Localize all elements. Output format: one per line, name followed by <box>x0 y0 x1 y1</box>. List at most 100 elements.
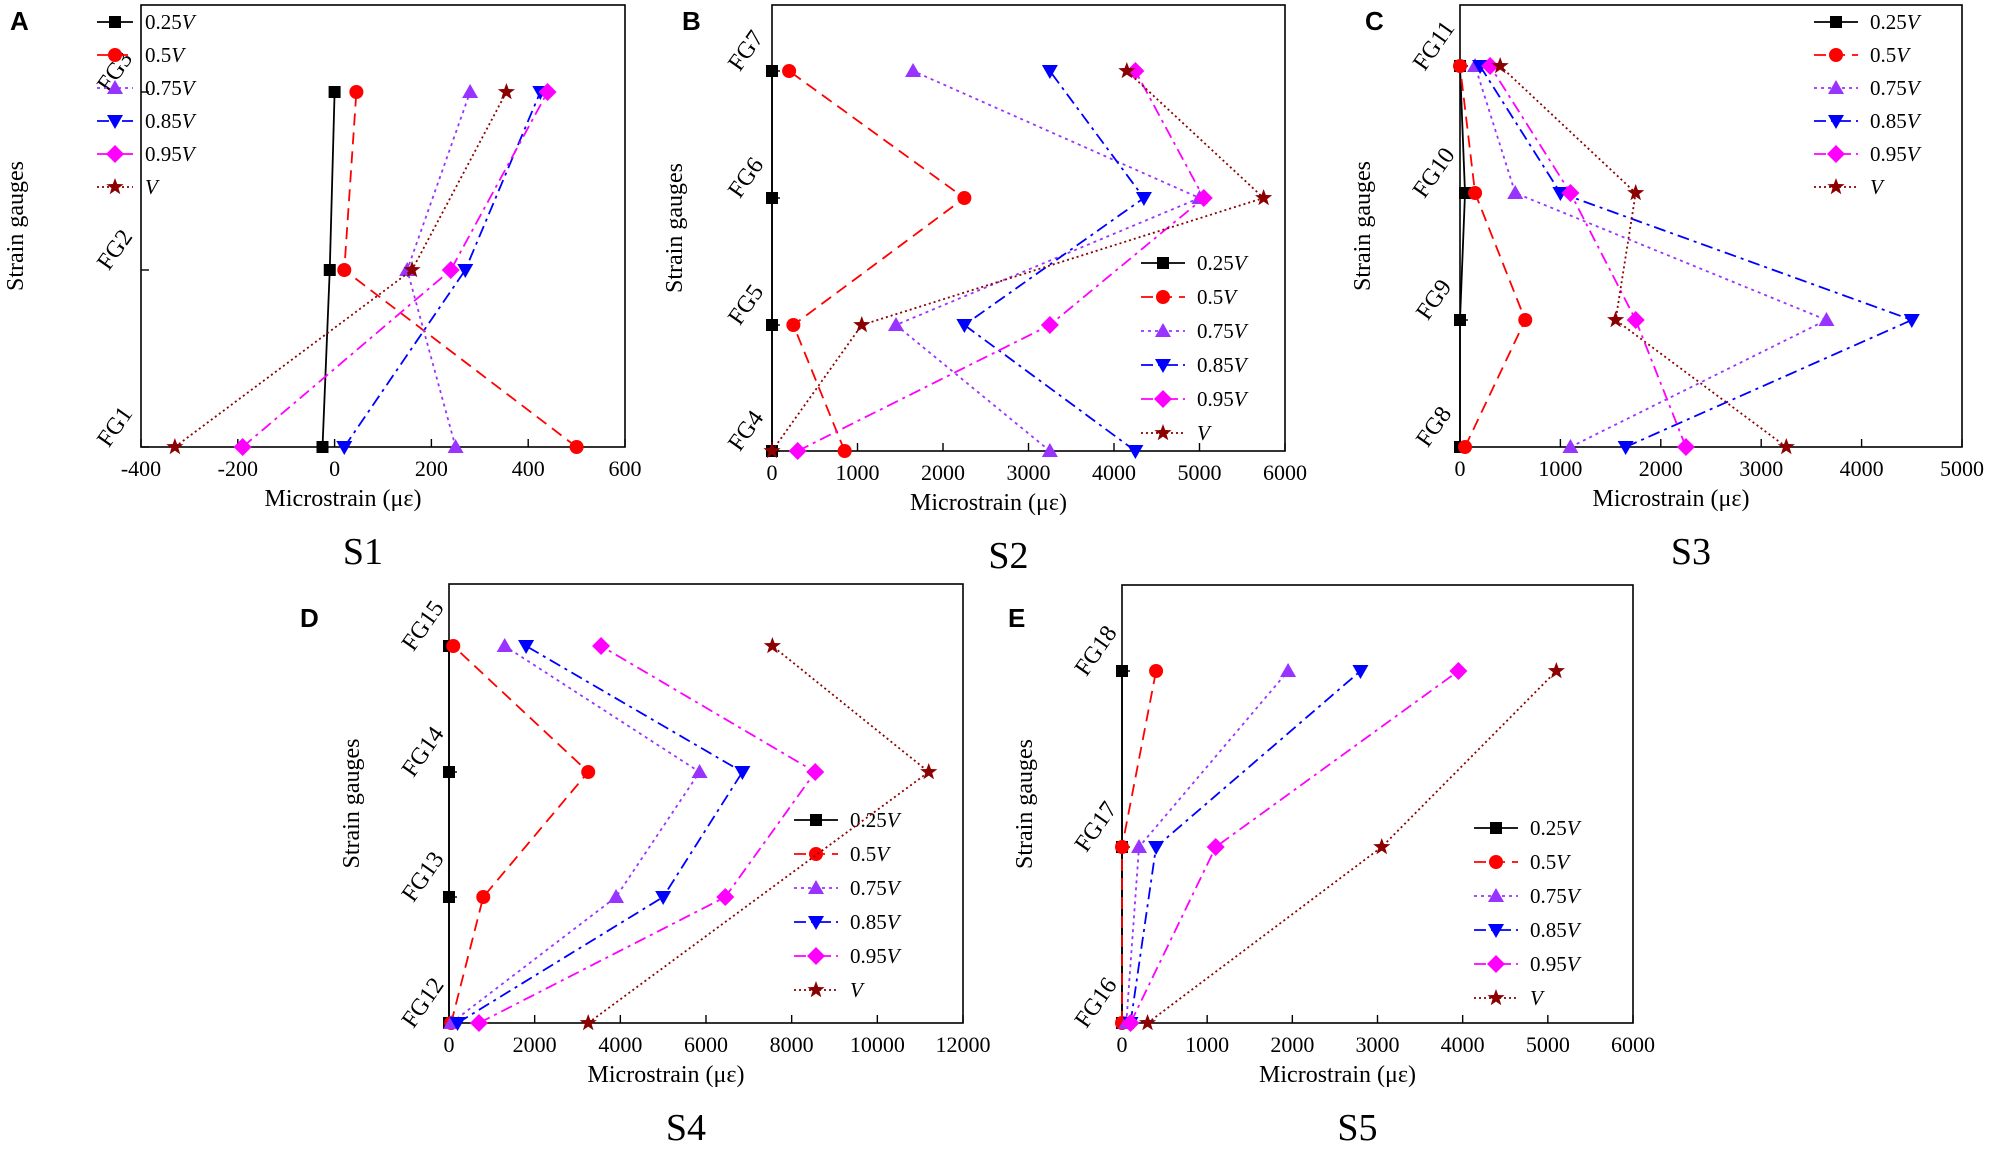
data-point <box>581 765 596 779</box>
x-axis-title: Microstrain (με) <box>910 490 1067 516</box>
series-0.25V <box>766 65 778 457</box>
legend-item: 0.25V <box>1141 251 1249 275</box>
data-point <box>446 639 461 653</box>
legend-label: 0.25V <box>1530 816 1582 840</box>
x-tick-label: 2000 <box>921 460 965 485</box>
data-point <box>457 264 474 278</box>
legend-v: V <box>1907 142 1922 166</box>
data-point <box>1040 316 1059 334</box>
legend-label: 0.95V <box>1530 952 1582 976</box>
data-point <box>1547 662 1565 679</box>
legend-label: 0.95V <box>145 142 197 166</box>
x-tick-label: 5000 <box>1178 460 1222 485</box>
legend-v: V <box>1896 43 1911 67</box>
series-V <box>763 62 1273 459</box>
data-point <box>349 85 364 99</box>
legend-label: 0.75V <box>1870 76 1922 100</box>
legend-v: V <box>1870 175 1885 199</box>
legend-v: V <box>182 10 197 34</box>
gauge-label: FG12 <box>397 973 450 1033</box>
legend-v: V <box>1197 421 1212 445</box>
series-0.75V <box>443 638 708 1029</box>
data-point <box>441 261 460 279</box>
series-line <box>1129 670 1362 1024</box>
x-tick-label: 2000 <box>1639 456 1683 481</box>
legend-marker <box>807 981 825 998</box>
legend-label: 0.95V <box>1870 142 1922 166</box>
panel-letter: D <box>300 603 319 633</box>
x-tick-label: 0 <box>1117 1032 1128 1057</box>
data-point <box>469 1014 488 1032</box>
legend-marker <box>1155 359 1171 373</box>
legend-coef: 0.85 <box>850 910 887 934</box>
legend-v: V <box>1223 285 1238 309</box>
legend-item: 0.95V <box>1814 142 1922 166</box>
legend-label: V <box>1870 175 1885 199</box>
legend-label: 0.25V <box>1870 10 1922 34</box>
data-point <box>443 766 455 778</box>
x-tick-label: 10000 <box>850 1032 905 1057</box>
legend-label: 0.75V <box>145 76 197 100</box>
series-line <box>1489 65 1687 448</box>
data-point <box>1458 440 1473 454</box>
data-point <box>1138 1014 1157 1031</box>
x-tick-label: -200 <box>218 456 258 481</box>
legend-item: 0.5V <box>97 43 186 67</box>
legend-coef: 0.5 <box>850 842 876 866</box>
data-point <box>569 440 584 454</box>
legend-coef: 0.75 <box>145 76 182 100</box>
legend-coef: 0.95 <box>1870 142 1907 166</box>
legend-coef: 0.85 <box>1197 353 1234 377</box>
data-point <box>608 889 625 903</box>
legend-coef: 0.5 <box>1197 285 1223 309</box>
panel-caption: S5 <box>1337 1107 1377 1149</box>
x-tick-label: 0 <box>329 456 340 481</box>
series-0.95V <box>469 637 825 1032</box>
y-axis-title: Strain gauges <box>1012 739 1038 869</box>
data-point <box>443 891 455 903</box>
legend-coef: 0.25 <box>1197 251 1234 275</box>
legend-item: 0.25V <box>1474 816 1582 840</box>
x-tick-label: 400 <box>512 456 545 481</box>
series-line <box>478 645 817 1024</box>
data-point <box>1818 312 1835 326</box>
legend-coef: 0.85 <box>145 109 182 133</box>
legend-marker <box>1828 115 1844 129</box>
data-point <box>579 1014 597 1031</box>
legend-v: V <box>1907 10 1922 34</box>
legend-marker <box>1156 290 1170 304</box>
data-point <box>1041 443 1058 457</box>
legend-v: V <box>182 142 197 166</box>
legend-item: 0.75V <box>1814 76 1922 100</box>
data-point <box>766 319 778 331</box>
series-0.5V <box>1453 59 1533 454</box>
series-0.5V <box>337 85 584 454</box>
data-point <box>592 637 611 655</box>
gauge-label: FG15 <box>397 596 450 656</box>
data-point <box>1135 192 1152 206</box>
gauge-label: FG14 <box>397 722 450 782</box>
panel-letter: B <box>682 6 701 36</box>
series-0.75V <box>887 63 1208 457</box>
legend-marker <box>1487 989 1505 1006</box>
legend-coef: 0.25 <box>850 808 887 832</box>
legend-label: 0.85V <box>1197 353 1249 377</box>
data-point <box>316 441 329 453</box>
legend-item: 0.85V <box>1474 918 1582 942</box>
legend-v: V <box>887 876 902 900</box>
legend-v: V <box>1567 952 1582 976</box>
gauge-label: FG5 <box>723 280 769 330</box>
gauge-label: FG11 <box>1408 16 1460 75</box>
legend-item: 0.5V <box>1814 43 1911 67</box>
legend-v: V <box>1567 918 1582 942</box>
x-tick-label: 4000 <box>1092 460 1136 485</box>
legend-item: 0.25V <box>1814 10 1922 34</box>
legend-item: 0.95V <box>1141 387 1249 411</box>
data-point <box>1676 438 1695 456</box>
legend-v: V <box>1234 353 1249 377</box>
x-tick-label: 3000 <box>1739 456 1783 481</box>
data-point <box>887 317 904 331</box>
series-0.5V <box>1115 664 1164 1030</box>
plot-frame <box>771 4 1286 452</box>
series-0.85V <box>449 640 751 1031</box>
